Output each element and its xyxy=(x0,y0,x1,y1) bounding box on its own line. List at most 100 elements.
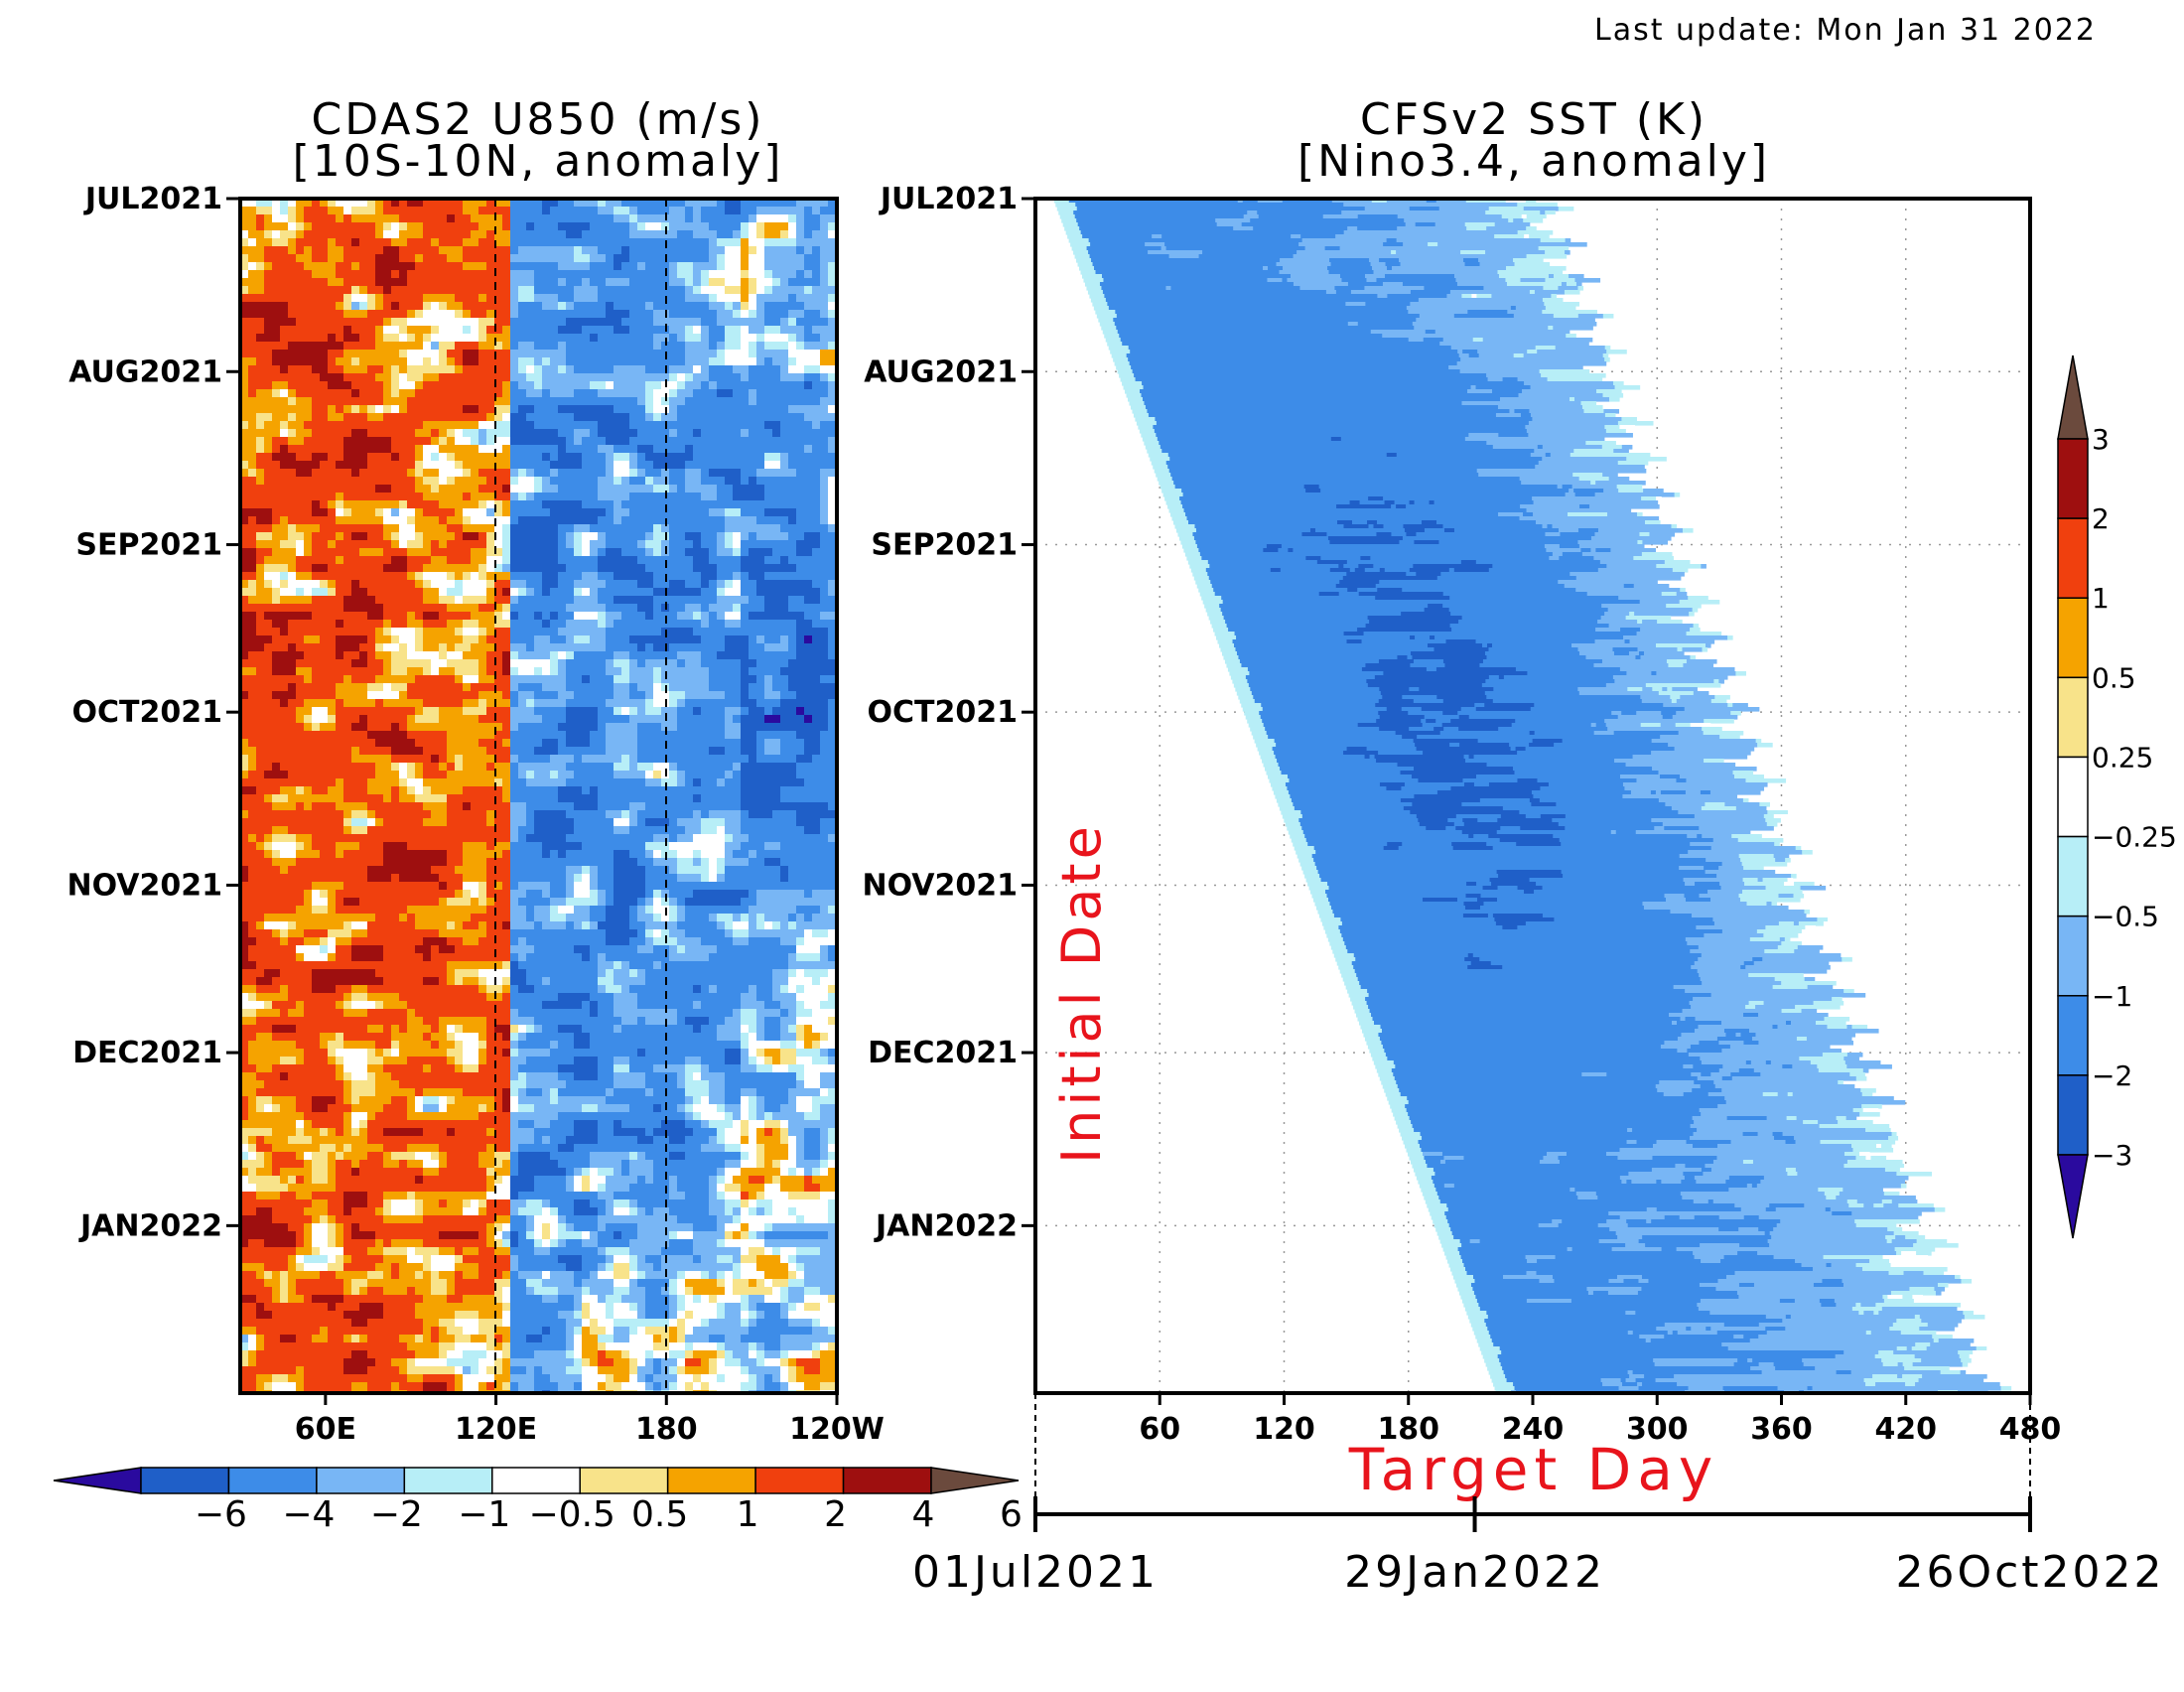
u850-cell xyxy=(526,469,535,478)
u850-cell xyxy=(614,1263,630,1272)
u850-cell xyxy=(812,1096,837,1105)
u850-cell xyxy=(653,342,662,351)
u850-cell xyxy=(661,1120,686,1129)
sst-cell xyxy=(1134,413,1150,418)
u850-cell xyxy=(558,659,567,668)
u850-cell xyxy=(614,898,638,907)
sst-cell xyxy=(1122,381,1143,386)
u850-cell xyxy=(328,1160,337,1169)
u850-cell xyxy=(296,429,313,438)
u850-cell xyxy=(439,1104,448,1113)
u850-cell xyxy=(566,1168,575,1177)
u850-cell xyxy=(431,540,440,549)
u850-cell xyxy=(510,516,519,525)
u850-cell xyxy=(280,1009,289,1018)
u850-colorbar-label: −6 xyxy=(195,1494,247,1535)
u850-cell xyxy=(423,508,456,517)
u850-cell xyxy=(272,532,289,541)
u850-cell xyxy=(399,500,408,509)
sst-cell xyxy=(1144,385,1472,390)
u850-cell xyxy=(407,1112,479,1121)
sst-cell xyxy=(1462,350,1478,354)
u850-cell xyxy=(820,953,829,962)
sst-cell xyxy=(1503,377,1519,382)
u850-cell xyxy=(399,254,416,263)
u850-cell xyxy=(812,230,829,239)
u850-cell xyxy=(510,1049,519,1058)
u850-cell xyxy=(312,890,321,899)
sst-cell xyxy=(1170,473,1479,478)
u850-cell xyxy=(693,834,726,843)
u850-cell xyxy=(669,643,726,652)
u850-cell xyxy=(336,620,344,629)
sst-cell xyxy=(1160,485,1176,490)
sst-cell xyxy=(1090,242,1146,247)
sst-cell xyxy=(1485,211,1541,215)
u850-cell xyxy=(486,858,511,867)
u850-y-tick-label: JAN2022 xyxy=(78,1208,222,1243)
u850-cell xyxy=(264,794,273,803)
u850-cell xyxy=(598,1009,614,1018)
u850-cell xyxy=(598,1128,614,1137)
u850-cell xyxy=(558,485,599,494)
u850-cell xyxy=(486,572,511,581)
u850-cell xyxy=(510,294,519,303)
u850-cell xyxy=(780,699,829,708)
u850-cell xyxy=(669,771,678,779)
u850-cell xyxy=(566,604,607,613)
u850-cell xyxy=(534,691,559,700)
u850-cell xyxy=(749,914,757,922)
u850-cell xyxy=(614,1199,630,1208)
u850-cell xyxy=(614,326,630,335)
u850-cell xyxy=(780,1295,789,1304)
sst-cell xyxy=(1351,290,1412,295)
u850-cell xyxy=(796,937,805,946)
u850-cell xyxy=(391,1152,416,1161)
u850-cell xyxy=(383,365,392,374)
u850-cell xyxy=(725,1017,742,1026)
u850-cell xyxy=(756,659,789,668)
u850-cell xyxy=(288,921,297,930)
u850-cell xyxy=(741,612,750,621)
sst-cell xyxy=(1488,377,1504,382)
sst-cell xyxy=(1545,532,1561,537)
u850-cell xyxy=(272,1160,305,1169)
u850-cell xyxy=(304,1207,329,1216)
u850-cell xyxy=(558,651,567,660)
u850-cell xyxy=(439,1199,448,1208)
sst-subtitle: [Nino3.4, anomaly] xyxy=(1297,136,1770,187)
u850-cell xyxy=(240,493,337,501)
u850-cell xyxy=(264,222,289,231)
u850-cell xyxy=(240,683,289,692)
u850-cell xyxy=(463,357,479,366)
u850-cell xyxy=(756,1319,789,1328)
u850-cell xyxy=(645,1255,662,1264)
u850-cell xyxy=(534,469,551,478)
u850-cell xyxy=(240,278,265,287)
u850-cell xyxy=(701,540,718,549)
u850-cell xyxy=(391,1263,400,1272)
u850-cell xyxy=(518,310,607,319)
u850-cell xyxy=(328,1176,337,1185)
u850-cell xyxy=(439,977,448,986)
u850-cell xyxy=(439,1041,456,1050)
u850-cell xyxy=(256,588,273,597)
u850-cell xyxy=(772,286,805,295)
u850-cell xyxy=(375,302,384,311)
u850-cell xyxy=(764,334,789,343)
u850-cell xyxy=(343,1311,384,1320)
u850-cell xyxy=(820,493,829,501)
u850-cell xyxy=(677,906,686,915)
u850-cell xyxy=(518,1239,535,1248)
u850-cell xyxy=(304,246,313,255)
u850-cell xyxy=(733,604,742,613)
u850-cell xyxy=(463,842,487,851)
u850-cell xyxy=(439,1152,448,1161)
u850-cell xyxy=(598,596,614,605)
sst-cell xyxy=(1094,306,1110,311)
u850-cell xyxy=(478,1358,495,1367)
u850-cell xyxy=(542,207,551,215)
u850-cell xyxy=(780,1120,789,1129)
u850-cell xyxy=(669,540,694,549)
u850-cell xyxy=(367,810,376,819)
